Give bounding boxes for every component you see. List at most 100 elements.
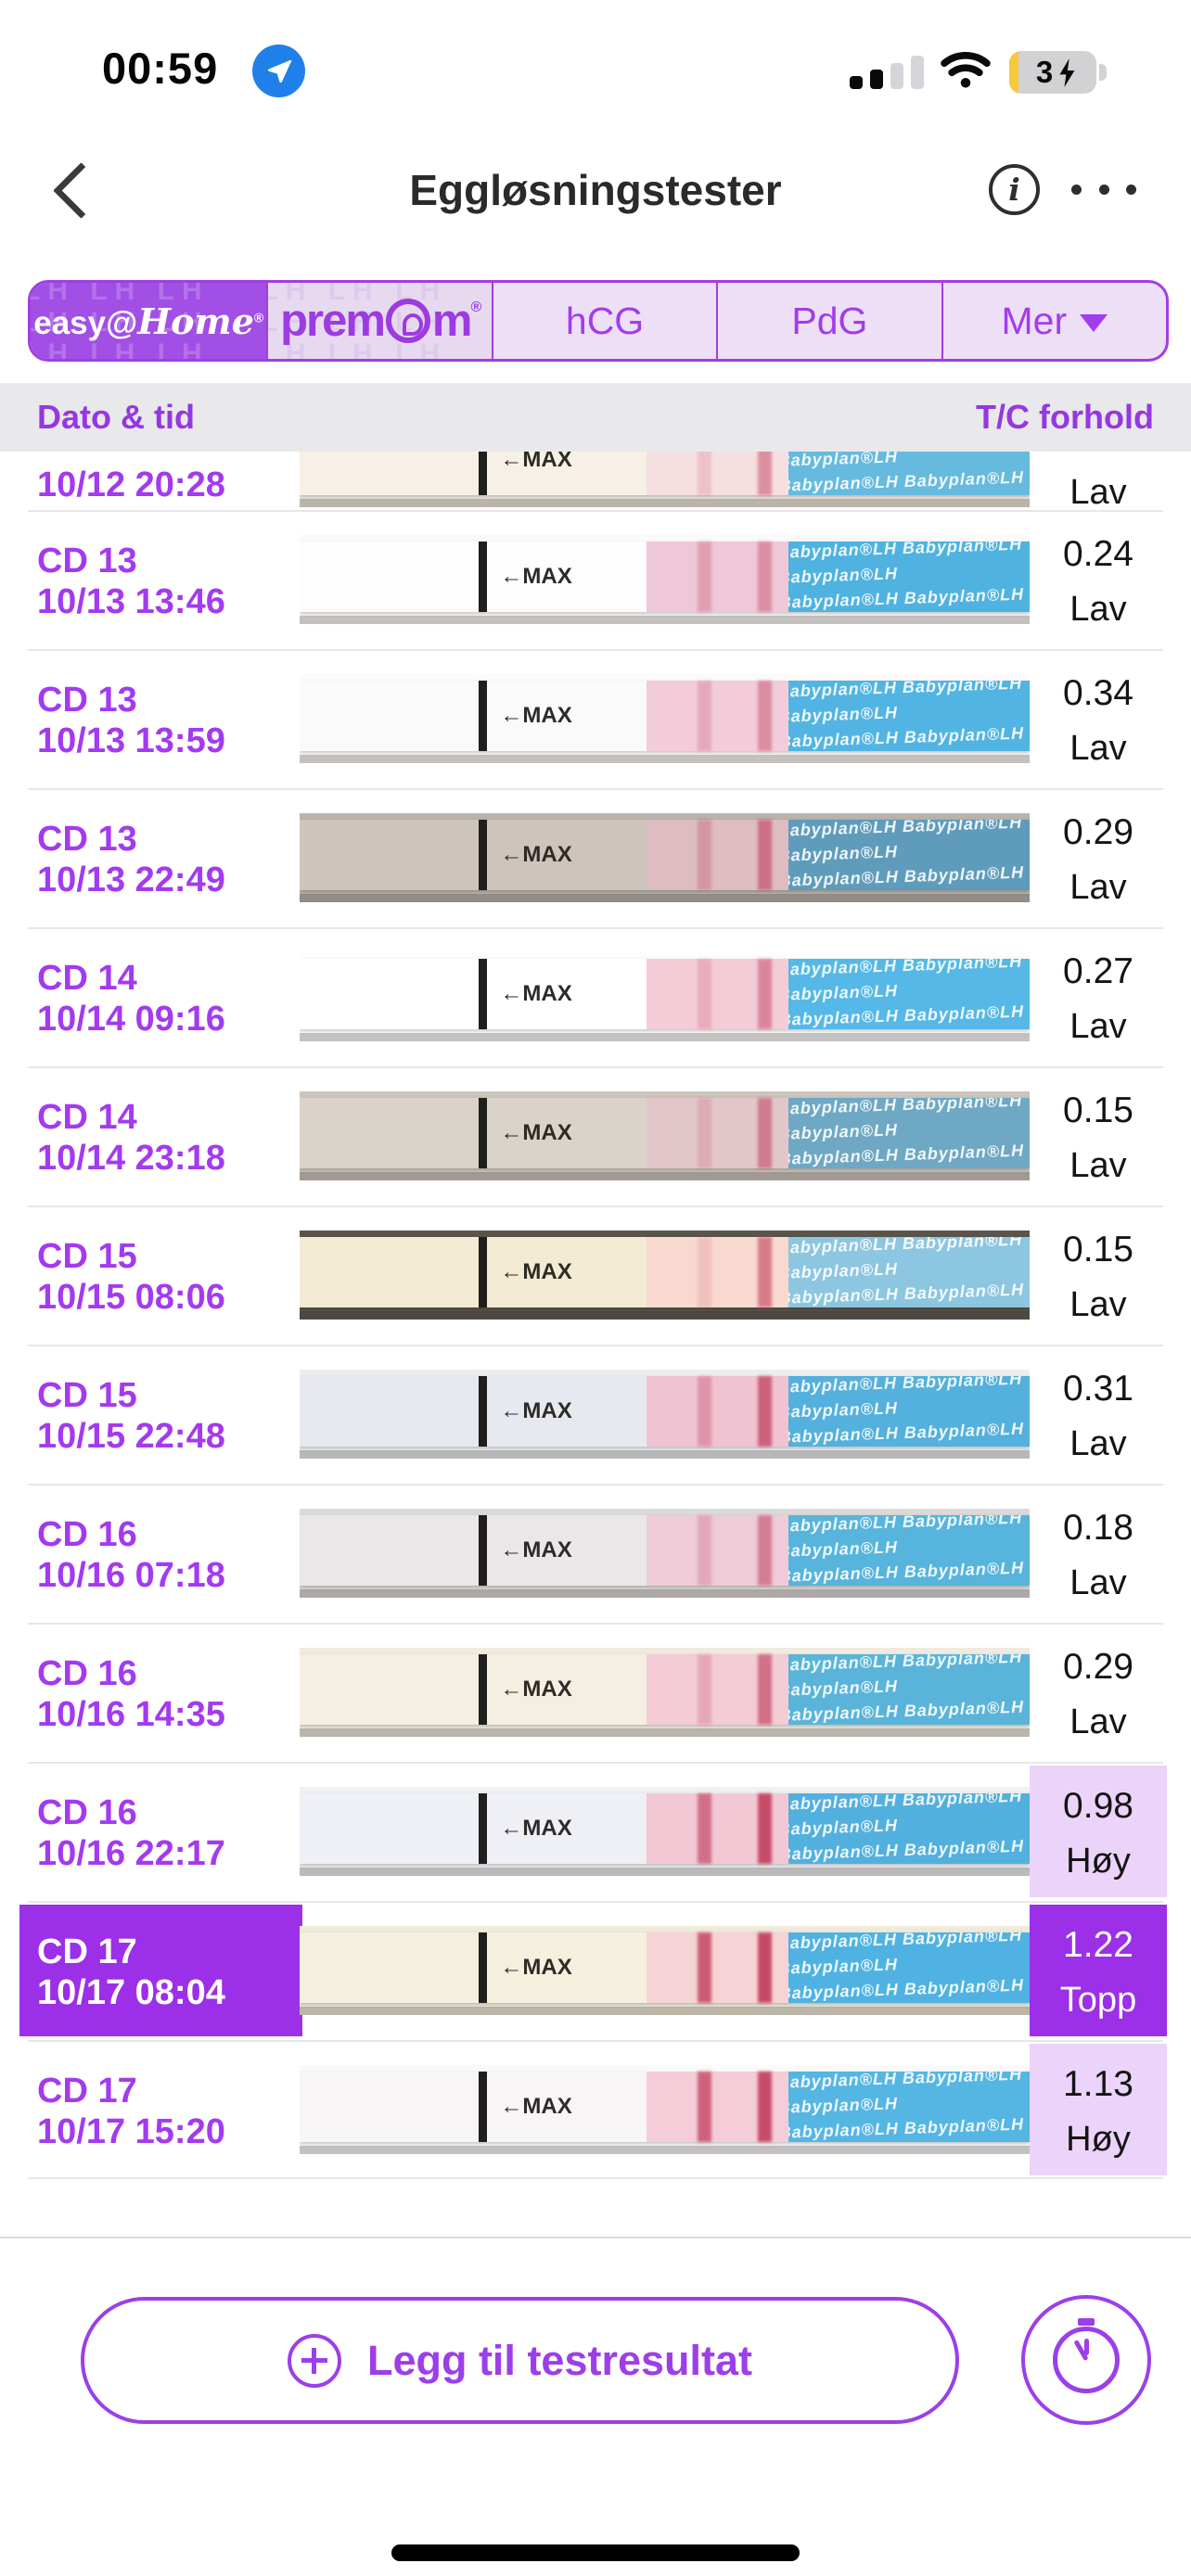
cycle-day: CD 13 <box>37 820 137 859</box>
test-strip-photo[interactable]: ←MAX Babyplan®LH Babyplan®LH Babyplan®LH … <box>300 2065 1030 2154</box>
max-label: ←MAX <box>500 2094 572 2119</box>
col-header-date: Dato & tid <box>37 398 195 436</box>
date-time: 10/15 08:06 <box>37 1278 225 1317</box>
table-row[interactable]: CD 16 10/16 07:18 ←MAX Babyplan®LH Babyplan… <box>0 1484 1191 1623</box>
test-strip-photo[interactable]: ←MAX Babyplan®LH Babyplan®LH Babyplan®LH … <box>300 452 1030 507</box>
test-strip-photo[interactable]: ←MAX Babyplan®LH Babyplan®LH Babyplan®LH … <box>300 674 1030 763</box>
test-strip-photo[interactable]: ←MAX Babyplan®LH Babyplan®LH Babyplan®LH … <box>300 1926 1030 2015</box>
test-band <box>698 542 712 612</box>
timer-button[interactable] <box>1021 2295 1151 2425</box>
max-label: ←MAX <box>500 1398 572 1423</box>
test-strip-photo[interactable]: ←MAX Babyplan®LH Babyplan®LH Babyplan®LH … <box>300 1787 1030 1876</box>
test-strip-photo[interactable]: ←MAX Babyplan®LH Babyplan®LH Babyplan®LH … <box>300 1648 1030 1737</box>
date-time: 10/13 13:59 <box>37 721 225 760</box>
more-menu-button[interactable] <box>1071 185 1136 195</box>
table-row[interactable]: CD 16 10/16 14:35 ←MAX Babyplan®LH Babyplan… <box>0 1623 1191 1762</box>
tab-mer-dropdown[interactable]: Mer <box>941 283 1166 359</box>
table-row[interactable]: CD 17 10/17 15:20 ←MAX Babyplan®LH Babyplan… <box>0 2040 1191 2179</box>
tab-pdg[interactable]: PdG <box>716 283 941 359</box>
row-result: 0.34 Lav <box>1030 649 1167 788</box>
cycle-day: CD 15 <box>37 1376 137 1415</box>
level-label: Lav <box>1069 1563 1127 1602</box>
control-band <box>757 1098 772 1168</box>
max-label: ←MAX <box>500 842 572 867</box>
test-band <box>698 681 712 751</box>
table-row[interactable]: CD 15 10/15 08:06 ←MAX Babyplan®LH Babyplan… <box>0 1205 1191 1345</box>
babyplan-label-area: Babyplan®LH Babyplan®LH Babyplan®LH Baby… <box>788 1376 1030 1447</box>
cycle-day: CD 17 <box>37 1932 137 1971</box>
info-button[interactable]: i <box>989 164 1040 215</box>
control-band <box>757 1932 772 2003</box>
test-strip-photo[interactable]: ←MAX Babyplan®LH Babyplan®LH Babyplan®LH … <box>300 1231 1030 1320</box>
max-line <box>478 1654 487 1725</box>
table-row[interactable]: CD 15 10/15 22:48 ←MAX Babyplan®LH Babyplan… <box>0 1345 1191 1484</box>
fetus-icon <box>385 299 430 343</box>
max-line <box>478 2072 487 2142</box>
test-strip-photo[interactable]: ←MAX Babyplan®LH Babyplan®LH Babyplan®LH … <box>300 1509 1030 1598</box>
cellular-signal-icon <box>850 52 931 89</box>
tab-easy-home[interactable]: LH LH LH LH LH LH LH LH LH LH LH LH LH L… <box>31 283 267 359</box>
add-test-result-button[interactable]: Legg til testresultat <box>81 2297 959 2424</box>
row-result: 0.31 Lav <box>1030 1345 1167 1484</box>
cycle-day: CD 16 <box>37 1515 137 1554</box>
babyplan-label-area: Babyplan®LH Babyplan®LH Babyplan®LH Baby… <box>788 1098 1030 1168</box>
tc-ratio: 0.18 <box>1063 1508 1133 1548</box>
cycle-day: CD 14 <box>37 1098 137 1137</box>
control-band <box>757 1654 772 1725</box>
wifi-icon <box>939 48 992 94</box>
test-band <box>698 1515 712 1586</box>
col-header-ratio: T/C forhold <box>976 398 1154 436</box>
test-strip-photo[interactable]: ←MAX Babyplan®LH Babyplan®LH Babyplan®LH … <box>300 952 1030 1041</box>
stopwatch-icon <box>1053 2318 1120 2393</box>
tc-ratio: 0.15 <box>1063 1230 1133 1269</box>
level-label: Lav <box>1069 1702 1127 1741</box>
table-row[interactable]: CD 16 10/16 22:17 ←MAX Babyplan®LH Babyplan… <box>0 1762 1191 1901</box>
easy-home-logo: easy@Home® <box>33 283 263 342</box>
table-row[interactable]: CD 14 10/14 23:18 ←MAX Babyplan®LH Babyplan… <box>0 1066 1191 1205</box>
test-band <box>698 2072 712 2142</box>
table-row[interactable]: CD 14 10/14 09:16 ←MAX Babyplan®LH Babyplan… <box>0 927 1191 1066</box>
level-label: Lav <box>1069 868 1127 907</box>
row-result: 0.29 Lav <box>1030 788 1167 927</box>
max-label: ←MAX <box>500 703 572 728</box>
tc-ratio: 0.29 <box>1063 1647 1133 1687</box>
row-result: 0.27 Lav <box>1030 927 1167 1066</box>
control-band <box>757 1237 772 1307</box>
date-time: 10/13 22:49 <box>37 861 225 899</box>
date-time: 10/16 22:17 <box>37 1834 225 1873</box>
location-arrow-icon <box>267 59 291 83</box>
max-label: ←MAX <box>500 1677 572 1702</box>
level-label: Lav <box>1069 1285 1127 1324</box>
control-band <box>757 2072 772 2142</box>
test-strip-photo[interactable]: ←MAX Babyplan®LH Babyplan®LH Babyplan®LH … <box>300 1370 1030 1459</box>
row-result: 0.98 Høy <box>1030 1762 1167 1901</box>
ratio-cell-highlight <box>1030 1905 1167 2036</box>
selected-date-cell <box>19 1905 302 2036</box>
row-result: Lav <box>1030 452 1167 510</box>
tc-ratio: 1.22 <box>1063 1925 1133 1965</box>
tc-ratio: 0.15 <box>1063 1090 1133 1130</box>
control-band <box>757 1376 772 1447</box>
max-label: ←MAX <box>500 564 572 589</box>
date-time: 10/14 09:16 <box>37 1000 225 1039</box>
test-strip-photo[interactable]: ←MAX Babyplan®LH Babyplan®LH Babyplan®LH … <box>300 1091 1030 1180</box>
battery-nub <box>1099 64 1107 81</box>
test-band <box>698 1654 712 1725</box>
tc-ratio: 0.31 <box>1063 1369 1133 1409</box>
premom-logo: prem m ® <box>280 296 481 346</box>
test-strip-photo[interactable]: ←MAX Babyplan®LH Babyplan®LH Babyplan®LH … <box>300 813 1030 902</box>
tab-premom[interactable]: LH LH LH LH LH LH LH LH LH LH LH LH LH L… <box>266 283 492 359</box>
table-row[interactable]: CD 17 10/17 08:04 ←MAX Babyplan®LH Babyplan… <box>0 1901 1191 2040</box>
level-label: Lav <box>1069 1424 1127 1463</box>
tab-hcg[interactable]: hCG <box>491 283 716 359</box>
table-row[interactable]: CD 13 10/13 13:59 ←MAX Babyplan®LH Babyplan… <box>0 649 1191 788</box>
test-band <box>698 452 712 495</box>
home-indicator[interactable] <box>391 2544 800 2561</box>
tc-ratio: 0.34 <box>1063 673 1133 713</box>
table-row[interactable]: CD 13 10/13 22:49 ←MAX Babyplan®LH Babyplan… <box>0 788 1191 927</box>
table-row[interactable]: CD 13 10/13 13:46 ←MAX Babyplan®LH Babyplan… <box>0 510 1191 649</box>
test-strip-photo[interactable]: ←MAX Babyplan®LH Babyplan®LH Babyplan®LH … <box>300 535 1030 624</box>
max-line <box>478 1098 487 1168</box>
table-row[interactable]: 10/12 20:28 ←MAX Babyplan®LH Babyplan®LH B… <box>0 452 1191 510</box>
